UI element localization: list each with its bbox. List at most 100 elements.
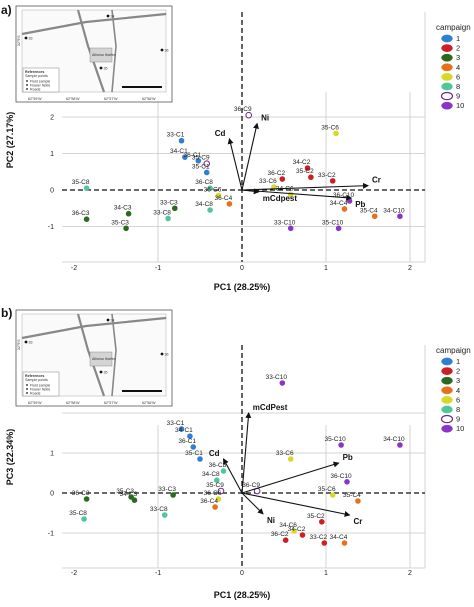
data-point-label: 33-C1 bbox=[167, 420, 185, 427]
map-axis-label: 62°59'W bbox=[28, 97, 42, 101]
data-point bbox=[207, 207, 213, 213]
legend-entry-label: 8 bbox=[456, 405, 460, 414]
data-point bbox=[81, 516, 87, 522]
data-point bbox=[279, 380, 286, 386]
map-place-label: Alfonso Ibañez bbox=[92, 53, 116, 57]
loading-arrow bbox=[241, 188, 260, 195]
x-tick-label: 0 bbox=[240, 570, 244, 577]
map-axis-label: 32°9'S bbox=[17, 339, 21, 350]
legend-swatch bbox=[441, 357, 453, 366]
data-point bbox=[190, 444, 197, 450]
data-point bbox=[220, 468, 227, 474]
legend-swatch bbox=[441, 73, 453, 81]
data-point-label: 33-C6 bbox=[276, 450, 294, 457]
data-point-label: 36-C9 bbox=[234, 106, 252, 113]
y-tick-label: 1 bbox=[50, 451, 54, 458]
data-point-label: 33-C10 bbox=[274, 219, 296, 226]
data-point-label: 35-C1 bbox=[185, 450, 203, 457]
data-point-label: 35-C4 bbox=[343, 492, 361, 499]
data-point bbox=[344, 479, 350, 485]
legend-swatch bbox=[441, 53, 453, 62]
x-tick-label: 1 bbox=[324, 570, 328, 577]
legend-entry-label: 4 bbox=[456, 386, 460, 395]
map-site-label: 33 bbox=[29, 37, 33, 41]
legend-entry-label: 4 bbox=[456, 63, 460, 72]
panel-label: b) bbox=[1, 306, 12, 320]
data-point bbox=[338, 442, 344, 448]
map-site-marker bbox=[160, 48, 164, 52]
data-point-label: 36-C10 bbox=[333, 192, 355, 199]
data-point-label: 36-C1 bbox=[178, 438, 196, 445]
data-point-label: 34-C4 bbox=[330, 534, 348, 541]
map-site-marker bbox=[160, 352, 164, 356]
x-tick-label: -2 bbox=[71, 265, 77, 272]
data-point-label: 36-C3 bbox=[72, 490, 90, 497]
data-point-label: 36-C1 bbox=[183, 152, 201, 159]
map-place-label: Alfonso Ibañez bbox=[92, 357, 116, 361]
data-point bbox=[346, 198, 353, 204]
data-point bbox=[123, 225, 129, 232]
data-point-label: 36-C4 bbox=[200, 498, 218, 505]
map-axis-label: 62°59'W bbox=[28, 401, 42, 405]
data-point bbox=[287, 456, 294, 462]
loading-label: mCdpest bbox=[263, 194, 298, 203]
legend-entry-label: 9 bbox=[456, 415, 460, 424]
data-point-label: 33-C8 bbox=[153, 209, 171, 216]
data-point bbox=[245, 111, 253, 119]
data-point-label: 33-C3 bbox=[158, 486, 176, 493]
loading-label: Pb bbox=[355, 200, 365, 209]
loading-label: Cr bbox=[372, 176, 381, 185]
data-point bbox=[125, 210, 132, 217]
y-tick-label: 0 bbox=[50, 491, 54, 498]
map-axis-label: 62°57'W bbox=[104, 401, 118, 405]
data-point-label: 36-C3 bbox=[72, 210, 90, 217]
data-point-label: 35-C6 bbox=[321, 124, 339, 131]
legend-swatch bbox=[440, 91, 454, 101]
data-point bbox=[308, 174, 314, 181]
legend-entry-label: 10 bbox=[456, 424, 464, 433]
data-point bbox=[172, 205, 178, 212]
map-site-label: 36 bbox=[165, 353, 169, 357]
loading-arrow bbox=[227, 137, 243, 191]
legend-swatch bbox=[441, 367, 453, 375]
map-legend-item: Roads bbox=[30, 391, 41, 395]
data-point bbox=[329, 492, 336, 498]
map-town bbox=[89, 47, 113, 63]
map-legend-box bbox=[22, 67, 60, 93]
data-point bbox=[397, 442, 403, 448]
legend-swatch bbox=[441, 34, 453, 43]
y-axis-label: PC3 (22.34%) bbox=[5, 429, 15, 486]
y-tick-label: 0 bbox=[50, 188, 54, 195]
map-axis-label: 62°56'W bbox=[142, 97, 156, 101]
map-legend-subtitle: Sample points bbox=[25, 378, 48, 382]
map-road bbox=[76, 9, 106, 93]
map-legend-item: Field sample bbox=[30, 383, 50, 387]
data-point bbox=[291, 528, 297, 534]
data-point-label: 35-C6 bbox=[318, 486, 336, 493]
map-legend-marker bbox=[26, 392, 28, 394]
map-legend-box bbox=[22, 371, 60, 397]
legend-swatch bbox=[441, 424, 453, 433]
data-point-label: 34-C8 bbox=[195, 201, 213, 208]
data-point bbox=[333, 130, 339, 137]
loading-arrow bbox=[241, 182, 369, 191]
loading-arrow bbox=[241, 492, 264, 515]
x-tick-label: 1 bbox=[324, 265, 328, 272]
map-axis-label: 62°58'W bbox=[66, 97, 80, 101]
legend-swatch bbox=[441, 396, 453, 404]
legend-entry-label: 3 bbox=[456, 376, 460, 385]
data-point bbox=[355, 498, 361, 504]
legend-entry-label: 1 bbox=[456, 34, 460, 43]
y-tick-label: -1 bbox=[48, 531, 54, 538]
map-site-label: 36 bbox=[165, 49, 169, 53]
data-point-label: 33-C2 bbox=[318, 172, 336, 179]
data-point-label: 35-C9 bbox=[206, 482, 224, 489]
x-tick-label: 2 bbox=[408, 265, 412, 272]
data-point-label: 35-C9 bbox=[192, 155, 210, 162]
loading-label: Pb bbox=[343, 453, 353, 462]
panel-label: a) bbox=[1, 3, 12, 17]
y-tick-label: 2 bbox=[50, 115, 54, 122]
